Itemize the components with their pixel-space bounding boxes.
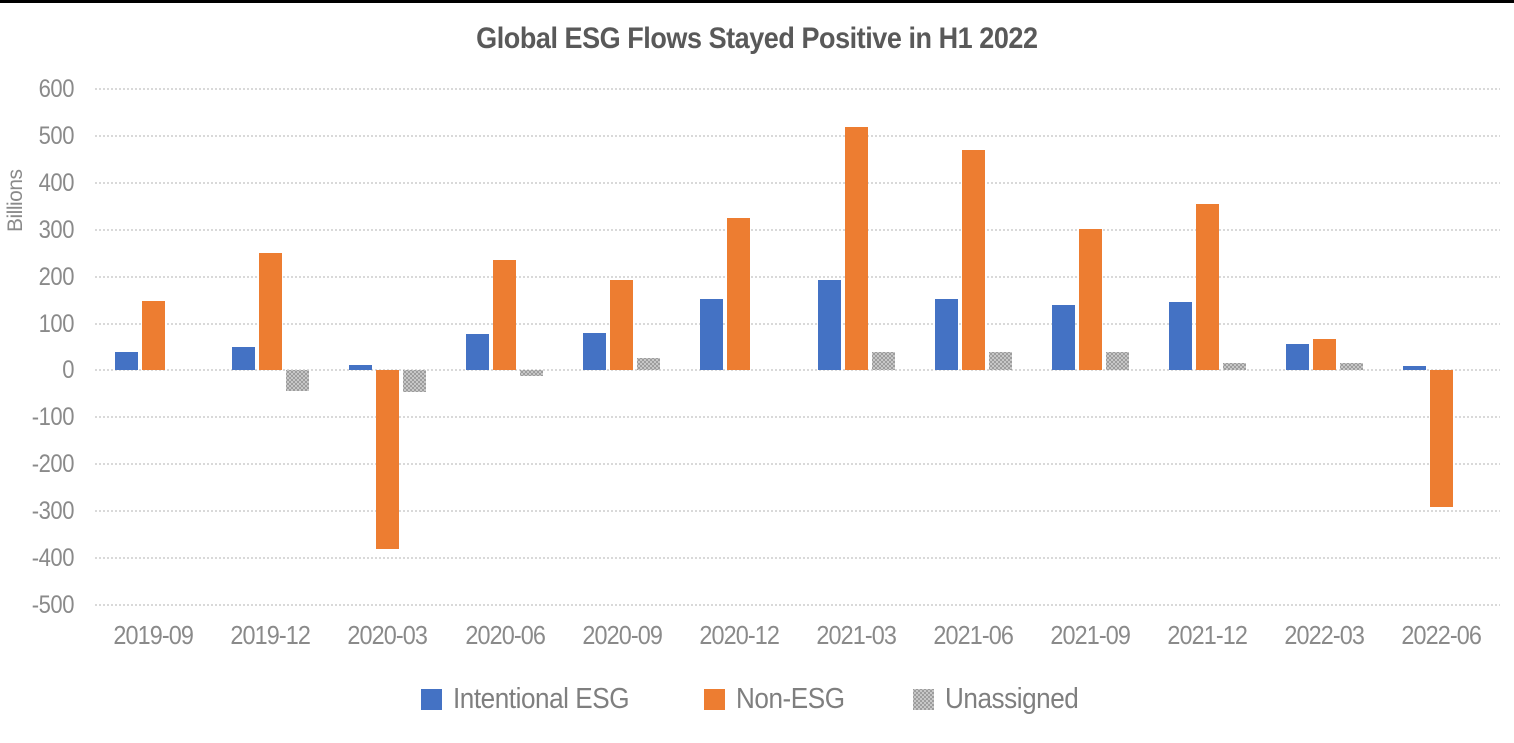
chart-title: Global ESG Flows Stayed Positive in H1 2… — [0, 22, 1514, 56]
bar-unassigned-2021-09 — [1105, 352, 1129, 371]
x-axis-label-text: 2020-12 — [699, 620, 779, 650]
bar-intentional-esg-2020-06 — [466, 333, 490, 371]
bar-non-esg-2020-03 — [376, 370, 400, 550]
legend-item-non-esg: Non-ESG — [704, 683, 857, 716]
bar-non-esg-2019-12 — [259, 252, 283, 371]
legend-label-non-esg: Non-ESG — [736, 683, 845, 715]
x-axis-label: 2020-09 — [563, 620, 680, 651]
bar-intentional-esg-2021-06 — [934, 299, 958, 371]
y-axis: 600 500 400 300 200 100 0 -100 -200 -300 -400 -500 — [0, 75, 75, 619]
x-axis-label-text: 2022-03 — [1284, 620, 1365, 650]
chart-title-text: Global ESG Flows Stayed Positive in H1 2… — [476, 22, 1038, 55]
gridline — [95, 275, 1500, 278]
x-axis-label: 2021-12 — [1149, 620, 1266, 651]
x-axis-label: 2019-09 — [95, 620, 212, 651]
gridline — [95, 604, 1500, 606]
x-axis-label-text: 2021-06 — [933, 620, 1013, 650]
y-axis-tick-label: 300 — [38, 215, 75, 244]
bar-intentional-esg-2021-12 — [1168, 302, 1192, 371]
gridline — [95, 369, 1500, 372]
bar-unassigned-2022-03 — [1339, 363, 1363, 371]
bar-unassigned-2019-12 — [286, 370, 310, 391]
gridline — [95, 463, 1500, 466]
y-axis-tick-label: -200 — [31, 450, 75, 479]
bar-non-esg-2021-09 — [1078, 229, 1102, 371]
x-axis-label-text: 2021-09 — [1050, 620, 1130, 650]
bar-intentional-esg-2019-09 — [115, 351, 139, 371]
y-axis-tick-label: 0 — [62, 356, 74, 385]
bar-unassigned-2021-03 — [871, 352, 895, 371]
bar-intentional-esg-2021-09 — [1051, 304, 1075, 371]
legend-swatch-non-esg — [704, 689, 726, 710]
gridline — [95, 510, 1500, 513]
bar-intentional-esg-2022-03 — [1285, 343, 1309, 371]
x-axis-label: 2022-06 — [1383, 620, 1500, 651]
x-axis-label: 2021-09 — [1032, 620, 1149, 651]
y-axis-tick-label: -100 — [31, 403, 75, 432]
x-axis-label: 2021-03 — [797, 620, 914, 651]
plot-area — [95, 88, 1500, 606]
bar-non-esg-2022-03 — [1312, 339, 1336, 371]
x-axis-label: 2020-03 — [329, 620, 446, 651]
y-axis-tick-label: -400 — [31, 544, 75, 573]
legend-item-intentional-esg: Intentional ESG — [420, 683, 649, 716]
x-axis-label-text: 2021-03 — [816, 620, 896, 650]
bar-unassigned-2021-12 — [1222, 363, 1246, 371]
bar-unassigned-2020-03 — [403, 370, 427, 393]
y-axis-tick-label: 100 — [38, 309, 75, 338]
legend-item-unassigned: Unassigned — [913, 683, 1093, 716]
x-axis-label: 2020-06 — [446, 620, 563, 651]
bar-intentional-esg-2022-06 — [1402, 366, 1426, 371]
bar-unassigned-2021-06 — [988, 352, 1012, 371]
y-axis-tick-label: -300 — [31, 497, 75, 526]
bar-unassigned-2020-09 — [637, 357, 661, 371]
bar-non-esg-2020-06 — [493, 259, 517, 371]
bar-non-esg-2020-09 — [610, 279, 634, 371]
window-top-border — [0, 0, 1514, 3]
gridline — [95, 416, 1500, 419]
gridline — [95, 228, 1500, 231]
bar-non-esg-2021-03 — [844, 126, 868, 371]
bar-intentional-esg-2020-03 — [349, 365, 373, 371]
x-axis-label-text: 2019-09 — [113, 620, 194, 650]
bar-intentional-esg-2021-03 — [817, 280, 841, 371]
bar-non-esg-2019-09 — [142, 301, 166, 371]
gridline — [95, 557, 1500, 560]
bar-intentional-esg-2020-12 — [700, 299, 724, 371]
legend-label-unassigned: Unassigned — [945, 683, 1079, 715]
bar-non-esg-2021-12 — [1195, 203, 1219, 371]
x-axis-label-text: 2019-12 — [230, 620, 311, 650]
y-axis-tick-label: 400 — [38, 168, 75, 197]
bar-non-esg-2021-06 — [961, 149, 985, 371]
y-axis-tick-label: 600 — [38, 75, 75, 103]
x-axis-label: 2020-12 — [680, 620, 797, 651]
x-axis-label: 2022-03 — [1266, 620, 1383, 651]
x-axis-label: 2021-06 — [915, 620, 1032, 651]
x-axis-label: 2019-12 — [212, 620, 329, 651]
bar-non-esg-2022-06 — [1429, 370, 1453, 507]
legend: Intentional ESG Non-ESG Unassigned — [0, 683, 1514, 716]
x-axis-label-text: 2022-06 — [1401, 620, 1482, 650]
bar-unassigned-2020-06 — [520, 370, 544, 377]
y-axis-tick-label: -500 — [31, 591, 75, 619]
gridline — [95, 181, 1500, 184]
x-axis-label-text: 2020-09 — [582, 620, 662, 650]
legend-label-intentional-esg: Intentional ESG — [452, 683, 630, 715]
bar-non-esg-2020-12 — [727, 218, 751, 371]
x-axis-label-text: 2020-06 — [464, 620, 545, 650]
y-axis-tick-label: 500 — [38, 121, 75, 150]
bar-intentional-esg-2019-12 — [232, 347, 256, 371]
x-axis-label-text: 2021-12 — [1167, 620, 1248, 650]
gridline — [95, 322, 1500, 325]
gridline — [95, 88, 1500, 90]
y-axis-tick-label: 200 — [38, 262, 75, 291]
gridline — [95, 134, 1500, 137]
legend-swatch-unassigned — [913, 689, 935, 710]
bar-intentional-esg-2020-09 — [583, 332, 607, 371]
x-axis-label-text: 2020-03 — [347, 620, 428, 650]
legend-swatch-intentional-esg — [420, 689, 442, 710]
x-axis: 2019-09 2019-12 2020-03 2020-06 2020-09 2020-… — [95, 620, 1500, 651]
